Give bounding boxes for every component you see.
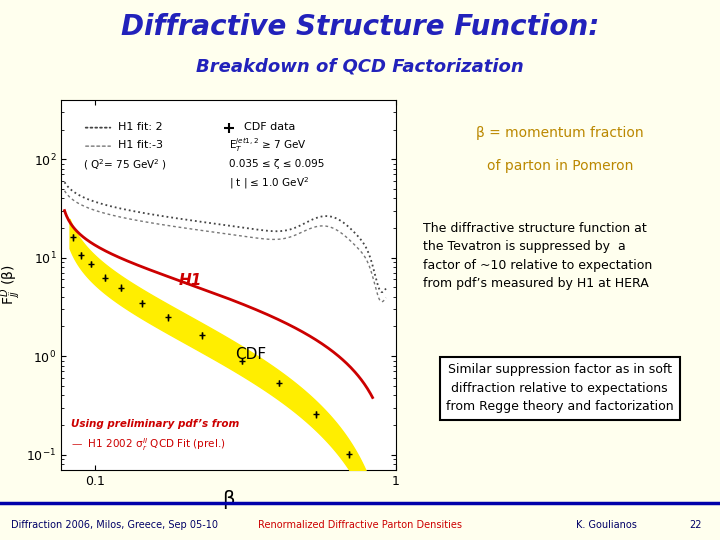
Text: 0.035 ≤ ζ ≤ 0.095: 0.035 ≤ ζ ≤ 0.095 bbox=[229, 159, 324, 168]
Text: CDF: CDF bbox=[235, 347, 266, 362]
Text: | t | ≤ 1.0 GeV$^2$: | t | ≤ 1.0 GeV$^2$ bbox=[229, 175, 309, 191]
Text: Diffraction 2006, Milos, Greece, Sep 05-10: Diffraction 2006, Milos, Greece, Sep 05-… bbox=[11, 519, 218, 530]
Text: K. Goulianos: K. Goulianos bbox=[576, 519, 637, 530]
Text: Diffractive Structure Function:: Diffractive Structure Function: bbox=[121, 14, 599, 42]
Text: 22: 22 bbox=[690, 519, 702, 530]
Text: H1: H1 bbox=[179, 273, 202, 288]
Text: Using preliminary pdf’s from: Using preliminary pdf’s from bbox=[71, 419, 240, 429]
Text: CDF data: CDF data bbox=[243, 122, 295, 132]
X-axis label: β: β bbox=[222, 490, 235, 509]
Text: ( Q$^2$= 75 GeV$^2$ ): ( Q$^2$= 75 GeV$^2$ ) bbox=[83, 157, 167, 172]
Text: —  H1 2002 σ$_r^{II}$ QCD Fit (prel.): — H1 2002 σ$_r^{II}$ QCD Fit (prel.) bbox=[71, 436, 225, 453]
Text: E$_T^{jet1,2}$ ≥ 7 GeV: E$_T^{jet1,2}$ ≥ 7 GeV bbox=[229, 136, 307, 154]
Text: Renormalized Diffractive Parton Densities: Renormalized Diffractive Parton Densitie… bbox=[258, 519, 462, 530]
Text: The diffractive structure function at
the Tevatron is suppressed by  a
factor of: The diffractive structure function at th… bbox=[423, 222, 652, 291]
Text: Similar suppression factor as in soft
diffraction relative to expectations
from : Similar suppression factor as in soft di… bbox=[446, 363, 674, 414]
Text: Breakdown of QCD Factorization: Breakdown of QCD Factorization bbox=[196, 57, 524, 76]
Text: H1 fit: 2: H1 fit: 2 bbox=[118, 122, 163, 132]
Text: H1 fit:-3: H1 fit:-3 bbox=[118, 140, 163, 150]
Text: of parton in Pomeron: of parton in Pomeron bbox=[487, 159, 633, 173]
Y-axis label: F$^D_{jj}$ (β): F$^D_{jj}$ (β) bbox=[0, 265, 24, 305]
Text: β = momentum fraction: β = momentum fraction bbox=[476, 126, 644, 140]
